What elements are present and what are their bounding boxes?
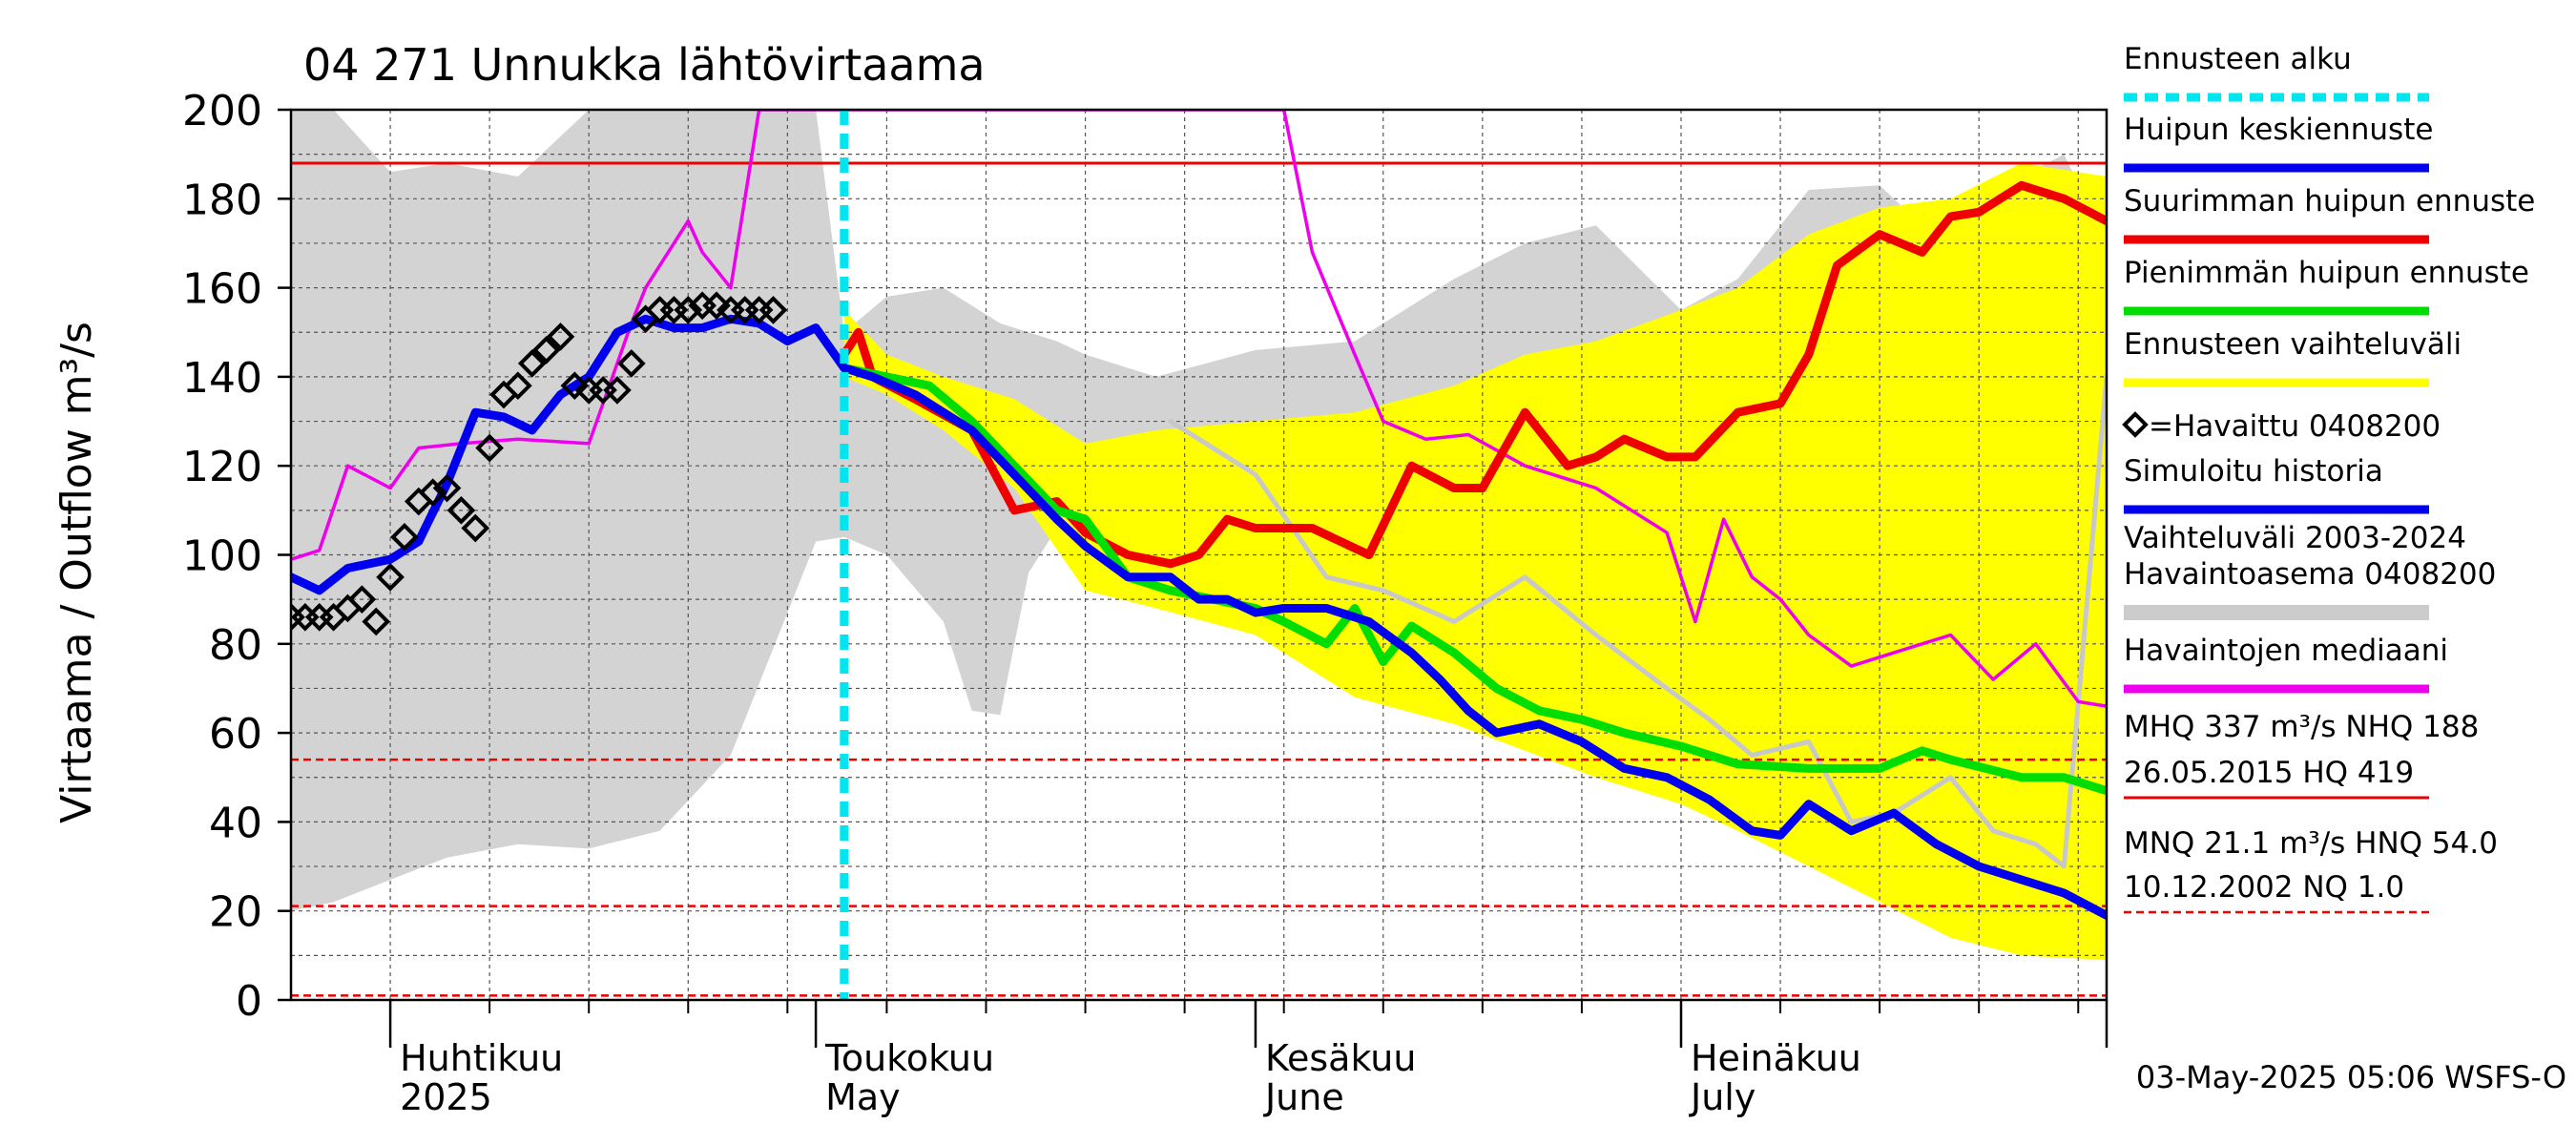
y-tick-label: 120	[182, 443, 262, 491]
observed-point	[461, 513, 490, 543]
observed-point	[674, 296, 703, 324]
month-label-fi: Huhtikuu	[400, 1037, 563, 1079]
observed-point	[362, 607, 391, 636]
legend-label: =Havaittu 0408200	[2149, 409, 2441, 444]
month-label-fi: Heinäkuu	[1691, 1037, 1861, 1079]
forecast-range-band	[843, 163, 2107, 960]
plot-area	[291, 110, 2107, 1000]
y-tick-label: 140	[182, 354, 262, 403]
y-tick-label: 60	[209, 710, 262, 759]
y-tick-label: 180	[182, 176, 262, 224]
observed-point	[347, 585, 377, 614]
stats-text: MHQ 337 m³/s NHQ 188	[2124, 710, 2479, 744]
simulated-history-line	[291, 314, 849, 595]
stats-text: MNQ 21.1 m³/s HNQ 54.0	[2124, 826, 2498, 861]
y-tick-label: 40	[209, 799, 262, 847]
y-tick-label: 160	[182, 265, 262, 314]
y-tick-label: 80	[209, 621, 262, 670]
observed-point	[504, 371, 532, 401]
observed-point	[418, 478, 447, 508]
historic-gray-line	[1168, 374, 2107, 869]
timestamp: 03-May-2025 05:06 WSFS-O	[2136, 1059, 2566, 1095]
month-label-fi: Toukokuu	[824, 1037, 994, 1079]
stats-text: 26.05.2015 HQ 419	[2124, 756, 2414, 790]
stats-text: 10.12.2002 NQ 1.0	[2124, 870, 2404, 905]
legend-label: Havaintoasema 0408200	[2124, 557, 2496, 592]
legend: Ennusteen alku Huipun keskiennuste Suurimm…	[2122, 42, 2535, 914]
month-label-fi: Kesäkuu	[1265, 1037, 1417, 1079]
legend-label: Vaihteluväli 2003-2024	[2124, 521, 2466, 555]
legend-label: Suurimman huipun ennuste	[2124, 184, 2535, 219]
observed-point	[702, 291, 731, 321]
observed-point	[758, 296, 788, 324]
forecast-mean-line	[840, 364, 2107, 920]
y-tick-label: 200	[182, 87, 262, 135]
month-label-en: July	[1689, 1076, 1755, 1118]
observed-point	[616, 349, 646, 378]
month-label-en: 2025	[400, 1076, 492, 1118]
legend-marker	[2122, 411, 2149, 438]
observed-point	[432, 473, 462, 503]
legend-label: Ennusteen vaihteluväli	[2124, 327, 2462, 362]
observed-point	[390, 523, 419, 552]
y-tick-label: 0	[236, 977, 262, 1026]
legend-label: Pienimmän huipun ennuste	[2124, 256, 2529, 290]
y-tick-label: 20	[209, 888, 262, 937]
observed-point	[603, 376, 632, 405]
legend-label: Huipun keskiennuste	[2124, 113, 2433, 147]
y-tick-label: 100	[182, 532, 262, 581]
y-axis-label: Virtaama / Outflow m³/s	[52, 322, 101, 823]
legend-label: Ennusteen alku	[2124, 42, 2352, 76]
observed-point	[447, 496, 476, 525]
month-label-en: June	[1263, 1076, 1344, 1118]
observed-point	[475, 433, 504, 463]
chart-title: 04 271 Unnukka lähtövirtaama	[303, 39, 986, 91]
observed-point	[560, 371, 590, 401]
observed-point	[546, 323, 575, 351]
observed-point	[531, 336, 561, 364]
legend-label: Simuloitu historia	[2124, 454, 2383, 489]
observed-median-line	[291, 110, 2107, 708]
observed-point	[517, 349, 547, 378]
month-label-en: May	[825, 1076, 901, 1118]
legend-label: Havaintojen mediaani	[2124, 634, 2448, 668]
observed-point	[376, 562, 405, 592]
